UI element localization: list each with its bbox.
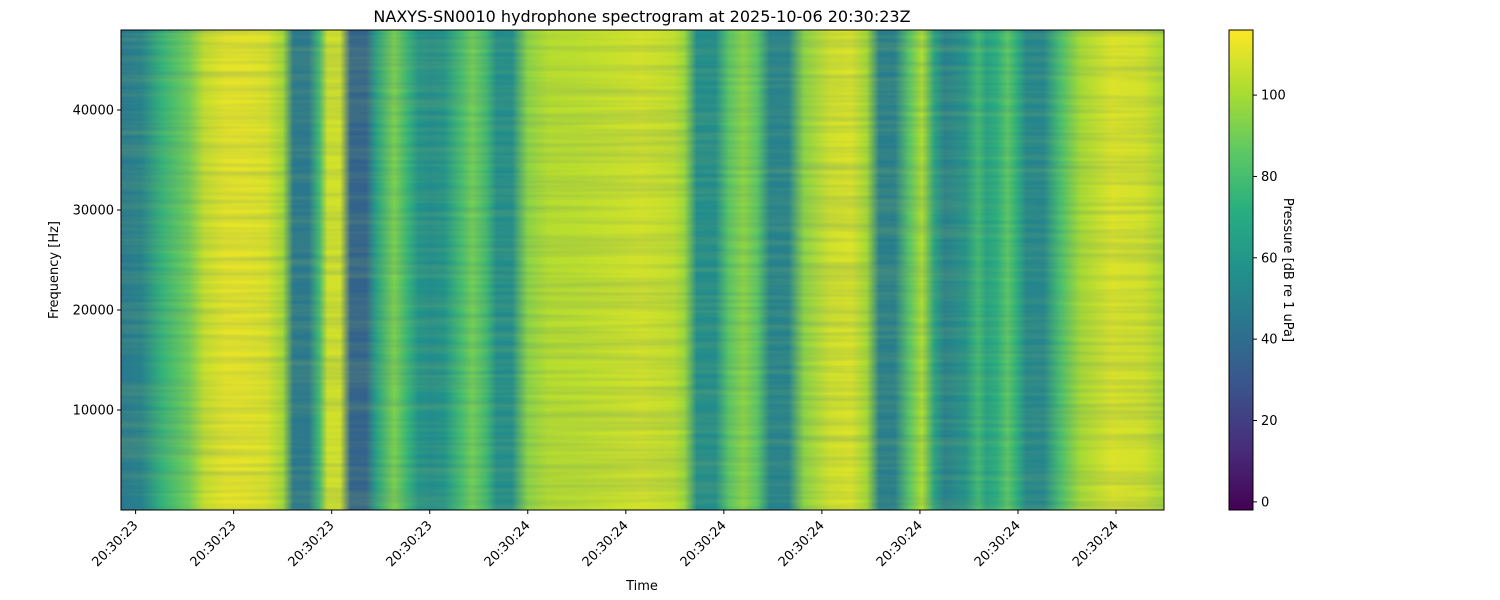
x-tick-label: 20:30:24 [776, 518, 828, 570]
y-tick-label: 30000 [73, 204, 114, 219]
y-axis-label: Frequency [Hz] [47, 221, 62, 319]
colorbar-ticks: 0 20 40 60 80 100 [1253, 89, 1286, 510]
y-tick-label: 40000 [73, 104, 114, 119]
spectrogram-texture-light [121, 33, 1164, 510]
x-tick-label: 20:30:24 [874, 518, 926, 570]
colorbar-tick-label: 40 [1261, 333, 1278, 348]
colorbar-tick-label: 0 [1261, 495, 1269, 510]
plot-area [121, 30, 1164, 510]
plot-frame [120, 29, 1165, 511]
colorbar-tick-label: 100 [1261, 89, 1286, 104]
x-tick-label: 20:30:24 [580, 518, 632, 570]
x-tick-label: 20:30:23 [90, 518, 142, 570]
x-tick-label: 20:30:24 [972, 518, 1024, 570]
x-tick-label: 20:30:23 [384, 518, 436, 570]
chart-title: NAXYS-SN0010 hydrophone spectrogram at 2… [373, 7, 910, 26]
x-tick-label: 20:30:24 [1070, 518, 1122, 570]
x-tick-label: 20:30:24 [678, 518, 730, 570]
y-tick-label: 20000 [73, 304, 114, 319]
y-axis-ticks: 10000 20000 30000 40000 [73, 104, 121, 419]
colorbar-tick-label: 20 [1261, 414, 1278, 429]
x-axis-label: Time [625, 579, 658, 594]
x-tick-label: 20:30:23 [188, 518, 240, 570]
colorbar [1228, 29, 1254, 511]
colorbar-tick-label: 80 [1261, 170, 1278, 185]
colorbar-tick-label: 60 [1261, 251, 1278, 266]
x-tick-label: 20:30:24 [482, 518, 534, 570]
y-tick-label: 10000 [73, 404, 114, 419]
colorbar-label: Pressure [dB re 1 uPa] [1280, 198, 1295, 342]
x-tick-label: 20:30:23 [286, 518, 338, 570]
x-axis-ticks: 20:30:23 20:30:23 20:30:23 20:30:23 20:30:24… [90, 510, 1122, 570]
